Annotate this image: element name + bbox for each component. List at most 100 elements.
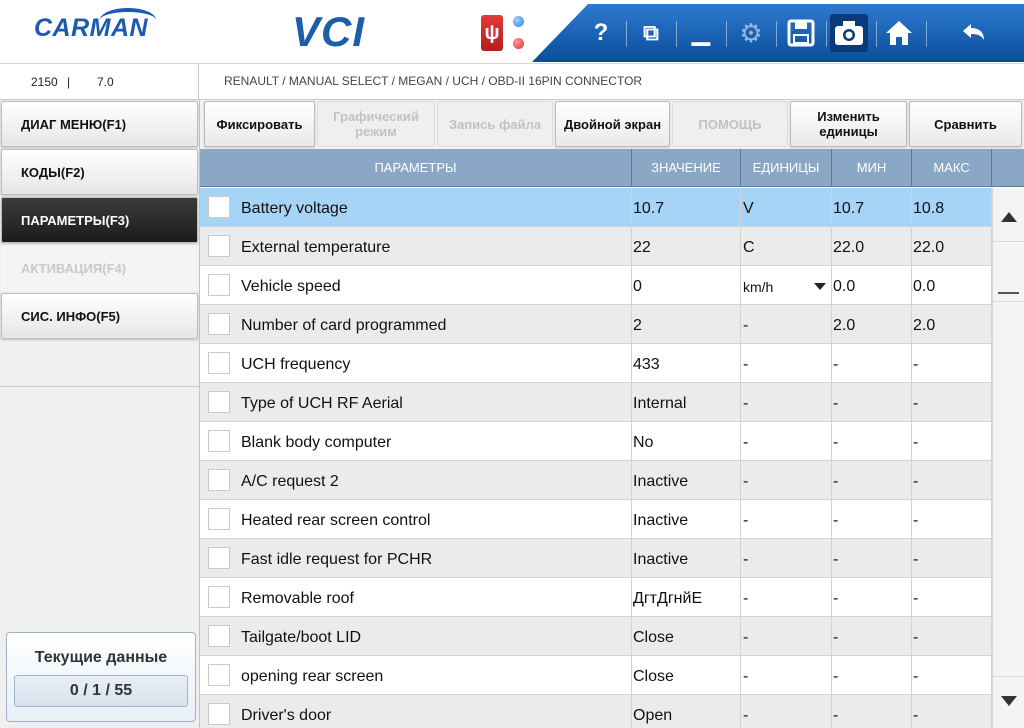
table-row[interactable]: Number of card programmed 2-2.0 2.0	[200, 305, 992, 344]
freeze-button[interactable]: Фиксировать	[204, 101, 315, 147]
row-checkbox[interactable]	[208, 196, 230, 218]
help-button: ПОМОЩЬ	[672, 101, 788, 147]
table-row[interactable]: Battery voltage 10.7 V 10.7 10.8	[200, 188, 992, 227]
parameter-value: Open	[632, 695, 741, 728]
scrollbar[interactable]	[992, 188, 1024, 728]
row-checkbox[interactable]	[208, 625, 230, 647]
row-checkbox[interactable]	[208, 430, 230, 452]
change-units-button[interactable]: Изменить единицы	[790, 101, 907, 147]
sidebar: ДИАГ МЕНЮ(F1) КОДЫ(F2) ПАРАМЕТРЫ(F3) АКТ…	[0, 100, 200, 728]
parameter-name: UCH frequency	[200, 344, 632, 383]
minimize-icon[interactable]: ▁	[691, 19, 711, 46]
dual-screen-button[interactable]: Двойной экран	[555, 101, 670, 147]
row-checkbox[interactable]	[208, 313, 230, 335]
parameter-min: -	[832, 461, 912, 500]
window-icon[interactable]: ⧉	[643, 20, 659, 45]
toolbar-separator	[926, 21, 927, 47]
column-header-max[interactable]: МАКС	[912, 149, 992, 186]
toolbar-separator	[876, 21, 877, 47]
parameter-min: -	[832, 695, 912, 728]
sidebar-item-sys-info[interactable]: СИС. ИНФО(F5)	[1, 293, 198, 339]
parameter-min: -	[832, 383, 912, 422]
row-checkbox[interactable]	[208, 586, 230, 608]
parameter-min: -	[832, 539, 912, 578]
scroll-down-icon[interactable]	[993, 676, 1024, 726]
parameter-unit: -	[741, 539, 832, 578]
parameter-unit: -	[741, 422, 832, 461]
save-icon[interactable]	[782, 14, 820, 52]
row-checkbox[interactable]	[208, 469, 230, 491]
parameter-max: -	[912, 578, 992, 617]
parameter-max: 22.0	[912, 227, 992, 266]
parameter-min: -	[832, 656, 912, 695]
column-header-parameters[interactable]: ПАРАМЕТРЫ	[200, 149, 632, 186]
sidebar-item-diag-menu[interactable]: ДИАГ МЕНЮ(F1)	[1, 101, 198, 147]
parameter-min: 0.0	[832, 266, 912, 305]
info-separator: |	[67, 75, 71, 89]
row-checkbox[interactable]	[208, 391, 230, 413]
parameter-unit: -	[741, 383, 832, 422]
parameter-name: Fast idle request for PCHR	[200, 539, 632, 578]
parameter-max: 2.0	[912, 305, 992, 344]
table-row[interactable]: Driver's door Open - - -	[200, 695, 992, 728]
table-row[interactable]: Heated rear screen control Inactive - - -	[200, 500, 992, 539]
scroll-grip	[998, 292, 1019, 294]
help-icon[interactable]: ?	[593, 19, 609, 46]
info-bar: 2150 | 7.0 RENAULT / MANUAL SELECT / MEG…	[0, 64, 1024, 100]
table-row[interactable]: Vehicle speed 0 km/h 0.0 0.0	[200, 266, 992, 305]
parameter-name: opening rear screen	[200, 656, 632, 695]
table-row[interactable]: Fast idle request for PCHR Inactive - - -	[200, 539, 992, 578]
camera-icon[interactable]	[830, 14, 868, 52]
parameter-max: -	[912, 422, 992, 461]
unit-dropdown[interactable]: km/h	[741, 266, 832, 305]
carman-logo: CARMAN	[34, 14, 149, 42]
back-icon[interactable]	[954, 14, 992, 52]
row-checkbox[interactable]	[208, 352, 230, 374]
row-checkbox[interactable]	[208, 703, 230, 725]
toolbar-separator	[626, 21, 627, 47]
table-row[interactable]: opening rear screen Close - - -	[200, 656, 992, 695]
scroll-thumb[interactable]	[993, 242, 1024, 302]
column-header-units[interactable]: ЕДИНИЦЫ	[741, 149, 832, 186]
chevron-down-icon[interactable]	[814, 283, 826, 290]
parameter-min: -	[832, 617, 912, 656]
parameter-name: Battery voltage	[200, 188, 632, 227]
sidebar-item-codes[interactable]: КОДЫ(F2)	[1, 149, 198, 195]
vci-logo: VCI	[292, 8, 366, 55]
table-row[interactable]: UCH frequency 433- - -	[200, 344, 992, 383]
scroll-up-icon[interactable]	[993, 192, 1024, 242]
parameter-unit: -	[741, 695, 832, 728]
parameter-max: -	[912, 617, 992, 656]
settings-icon[interactable]: ⚙	[739, 18, 763, 48]
version-info: 2150 | 7.0	[0, 64, 199, 100]
table-row[interactable]: Type of UCH RF Aerial Internal - - -	[200, 383, 992, 422]
column-header-min[interactable]: МИН	[832, 149, 912, 186]
breadcrumb: RENAULT / MANUAL SELECT / MEGAN / UCH / …	[224, 74, 643, 88]
table-row[interactable]: External temperature 22 C 22.0 22.0	[200, 227, 992, 266]
row-checkbox[interactable]	[208, 664, 230, 686]
toolbar-separator	[676, 21, 677, 47]
row-checkbox[interactable]	[208, 235, 230, 257]
table-row[interactable]: Blank body computer No - - -	[200, 422, 992, 461]
parameter-value: 22	[632, 227, 741, 266]
parameter-name: A/C request 2	[200, 461, 632, 500]
parameter-value: 433	[632, 344, 741, 383]
table-row[interactable]: A/C request 2 Inactive - - -	[200, 461, 992, 500]
connection-led-blue	[513, 16, 524, 27]
row-checkbox[interactable]	[208, 547, 230, 569]
logo-arc	[100, 8, 156, 32]
home-icon[interactable]	[880, 14, 918, 52]
toolbar-separator	[776, 21, 777, 47]
parameter-value: No	[632, 422, 741, 461]
parameter-unit: -	[741, 344, 832, 383]
column-header-value[interactable]: ЗНАЧЕНИЕ	[632, 149, 741, 186]
row-checkbox[interactable]	[208, 508, 230, 530]
parameter-name: Blank body computer	[200, 422, 632, 461]
row-checkbox[interactable]	[208, 274, 230, 296]
table-row[interactable]: Tailgate/boot LID Close - - -	[200, 617, 992, 656]
table-row[interactable]: Removable roof ДгтДгнйЕ - - -	[200, 578, 992, 617]
compare-button[interactable]: Сравнить	[909, 101, 1022, 147]
parameter-value: Inactive	[632, 539, 741, 578]
parameter-unit: -	[741, 617, 832, 656]
sidebar-item-parameters[interactable]: ПАРАМЕТРЫ(F3)	[1, 197, 198, 243]
